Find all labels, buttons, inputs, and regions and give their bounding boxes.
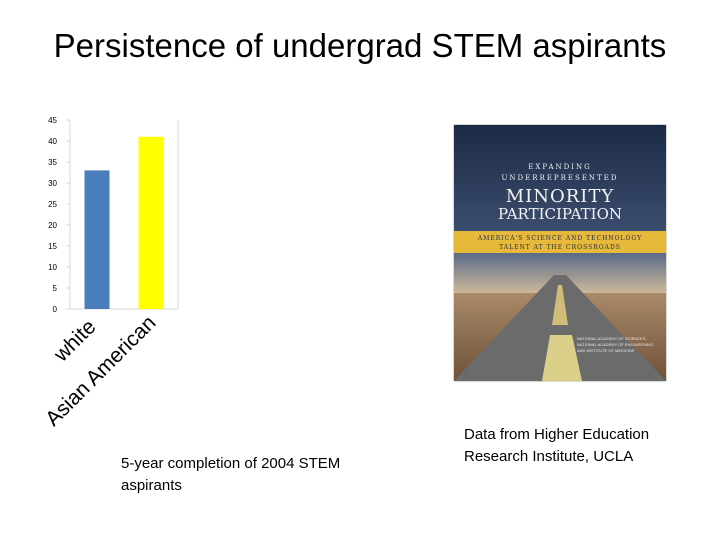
y-tick-label: 40 xyxy=(48,137,57,146)
slide-title: Persistence of undergrad STEM aspirants xyxy=(53,27,667,64)
y-tick-label: 30 xyxy=(48,179,57,188)
cover-band-line-1: AMERICA'S SCIENCE AND TECHNOLOGY xyxy=(477,235,643,242)
cover-band-line-2: TALENT AT THE CROSSROADS xyxy=(499,244,621,251)
cover-publisher: NATIONAL ACADEMY OF SCIENCES, NATIONAL A… xyxy=(577,336,655,353)
y-tick-label: 0 xyxy=(53,305,58,314)
cover-line-2: UNDERREPRESENTED xyxy=(501,174,619,182)
data-source: Data from Higher Education Research Inst… xyxy=(464,426,650,465)
bar xyxy=(84,170,110,309)
y-tick-label: 35 xyxy=(48,158,57,167)
y-tick-label: 20 xyxy=(48,221,57,230)
y-tick-label: 45 xyxy=(48,116,57,125)
chart-caption: 5-year completion of 2004 STEM aspirants xyxy=(121,455,341,494)
book-cover-image: EXPANDING UNDERREPRESENTED MINORITY PART… xyxy=(454,125,666,381)
y-tick-label: 15 xyxy=(48,242,57,251)
cover-line-4: PARTICIPATION xyxy=(498,205,622,223)
y-tick-label: 25 xyxy=(48,200,57,209)
cover-line-3: MINORITY xyxy=(505,186,615,207)
bar xyxy=(138,136,164,309)
x-category-label: white xyxy=(49,315,101,367)
x-category-label: Asian American xyxy=(41,311,160,430)
cover-line-1: EXPANDING xyxy=(528,163,592,171)
y-tick-label: 5 xyxy=(53,284,58,293)
y-tick-label: 10 xyxy=(48,263,57,272)
